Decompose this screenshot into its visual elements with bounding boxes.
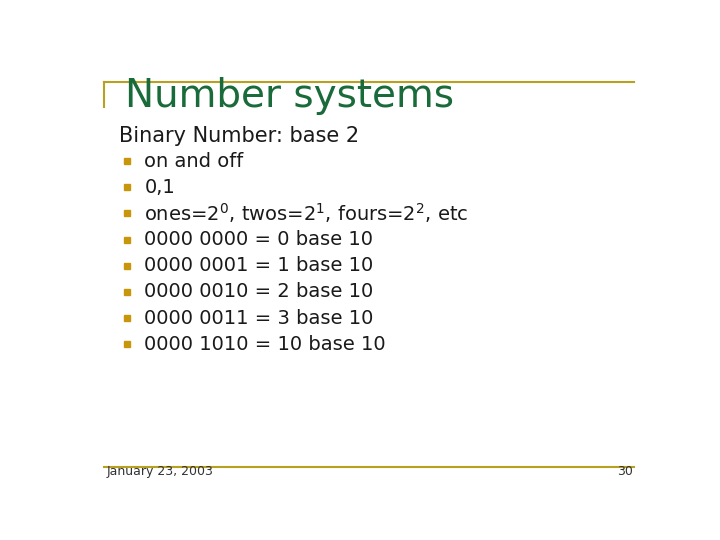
Bar [124, 237, 130, 242]
Text: 0000 1010 = 10 base 10: 0000 1010 = 10 base 10 [144, 335, 386, 354]
Bar [124, 262, 130, 269]
Text: January 23, 2003: January 23, 2003 [107, 465, 214, 478]
Bar [124, 289, 130, 295]
Text: 0000 0000 = 0 base 10: 0000 0000 = 0 base 10 [144, 230, 373, 249]
Text: ones=2$^0$, twos=2$^1$, fours=2$^2$, etc: ones=2$^0$, twos=2$^1$, fours=2$^2$, etc [144, 201, 469, 225]
Text: 0,1: 0,1 [144, 178, 175, 197]
Bar [124, 210, 130, 217]
Bar [124, 158, 130, 164]
Text: 0000 0011 = 3 base 10: 0000 0011 = 3 base 10 [144, 309, 374, 328]
Text: Binary Number: base 2: Binary Number: base 2 [120, 126, 359, 146]
Bar [124, 184, 130, 190]
Bar [124, 315, 130, 321]
Text: Number systems: Number systems [125, 77, 454, 114]
Text: 0000 0010 = 2 base 10: 0000 0010 = 2 base 10 [144, 282, 374, 301]
Bar [124, 341, 130, 347]
Text: on and off: on and off [144, 152, 243, 171]
Text: 0000 0001 = 1 base 10: 0000 0001 = 1 base 10 [144, 256, 374, 275]
Text: 30: 30 [616, 465, 632, 478]
